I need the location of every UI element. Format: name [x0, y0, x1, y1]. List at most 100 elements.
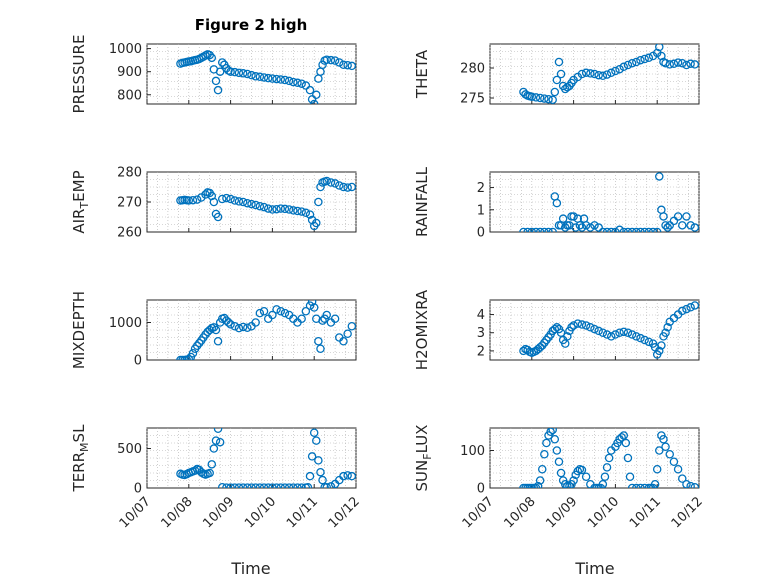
data-point	[602, 227, 612, 232]
data-point	[627, 483, 637, 488]
data-point	[552, 323, 562, 332]
data-point	[682, 60, 691, 70]
data-point	[565, 481, 574, 488]
data-point	[322, 55, 331, 64]
data-point	[305, 85, 315, 95]
data-point	[213, 85, 223, 95]
data-point	[293, 483, 302, 488]
data-point	[207, 53, 217, 63]
y-axis-label: THETA	[413, 49, 431, 99]
data-point	[540, 227, 549, 232]
data-point	[538, 464, 547, 474]
subplot-mixdepth: 0 1000 MIXDEPTH	[70, 291, 357, 369]
data-point	[339, 336, 348, 346]
data-point	[230, 196, 240, 205]
data-point	[560, 480, 570, 488]
data-point	[314, 336, 323, 346]
data-point	[238, 69, 248, 78]
data-point	[682, 480, 691, 488]
data-point	[527, 92, 537, 102]
data-point	[663, 323, 672, 332]
data-point	[623, 60, 633, 70]
data-point	[297, 79, 306, 88]
data-point	[636, 55, 645, 65]
data-point	[276, 75, 286, 84]
y-axis-label: AIRTEMP	[70, 170, 91, 233]
data-point	[318, 60, 327, 70]
data-point	[255, 72, 265, 82]
x-tick-label: 10/08	[502, 494, 539, 531]
y-tick-label: 1000	[109, 316, 142, 331]
data-point	[217, 194, 227, 204]
data-point	[540, 94, 549, 103]
data-point	[255, 201, 265, 211]
y-tick-label: 0	[134, 354, 142, 369]
data-point	[552, 198, 562, 208]
y-tick-label: 270	[117, 196, 142, 211]
data-point	[339, 471, 348, 481]
data-point	[611, 227, 620, 232]
data-point	[621, 438, 631, 448]
data-point	[604, 453, 614, 463]
data-point	[623, 328, 633, 337]
y-tick-label: 280	[460, 62, 485, 77]
data-point	[563, 332, 572, 341]
data-point	[309, 428, 319, 437]
subplot-theta: 275 280 THETA	[413, 43, 700, 107]
data-point	[640, 483, 649, 488]
data-point	[673, 464, 683, 474]
data-point	[556, 468, 566, 478]
data-point	[243, 198, 252, 208]
data-point	[544, 94, 553, 104]
data-point	[268, 205, 277, 214]
y-tick-label: 2	[477, 344, 485, 359]
data-point	[316, 344, 325, 353]
data-point	[314, 456, 323, 465]
data-point	[690, 301, 699, 310]
y-tick-label: 280	[117, 166, 142, 181]
data-point	[571, 223, 580, 232]
y-axis-label: H2OMIXRA	[413, 289, 431, 370]
data-point	[686, 221, 695, 230]
data-point	[569, 212, 578, 221]
data-point	[606, 68, 616, 78]
data-point	[335, 181, 344, 190]
data-point	[316, 182, 325, 192]
data-point	[659, 434, 668, 444]
x-axis-label-right: Time	[574, 559, 614, 578]
data-point	[247, 70, 256, 80]
data-point	[552, 75, 562, 85]
data-point	[636, 227, 645, 232]
data-point	[665, 221, 674, 230]
data-point	[192, 195, 202, 204]
series-points	[176, 50, 356, 104]
data-point	[205, 325, 214, 335]
series-points	[519, 428, 699, 488]
data-point	[655, 346, 664, 356]
data-point	[184, 355, 194, 360]
data-point	[343, 183, 352, 192]
data-point	[301, 208, 311, 218]
data-point	[548, 227, 557, 232]
data-point	[330, 179, 340, 188]
data-point	[289, 206, 298, 215]
data-point	[535, 227, 545, 232]
data-point	[205, 468, 214, 478]
data-point	[602, 463, 612, 472]
data-point	[644, 337, 654, 347]
data-point	[623, 453, 633, 463]
x-tick-label: 10/09	[200, 494, 237, 531]
data-point	[594, 223, 603, 232]
data-point	[215, 437, 225, 447]
data-point	[627, 58, 637, 68]
data-point	[326, 55, 336, 65]
data-point	[602, 70, 612, 79]
data-point	[644, 53, 654, 63]
data-point	[686, 303, 695, 312]
data-point	[577, 69, 587, 79]
data-point	[293, 78, 302, 88]
data-point	[255, 483, 265, 488]
data-point	[623, 227, 633, 232]
data-point	[627, 227, 637, 232]
grid	[146, 172, 357, 232]
